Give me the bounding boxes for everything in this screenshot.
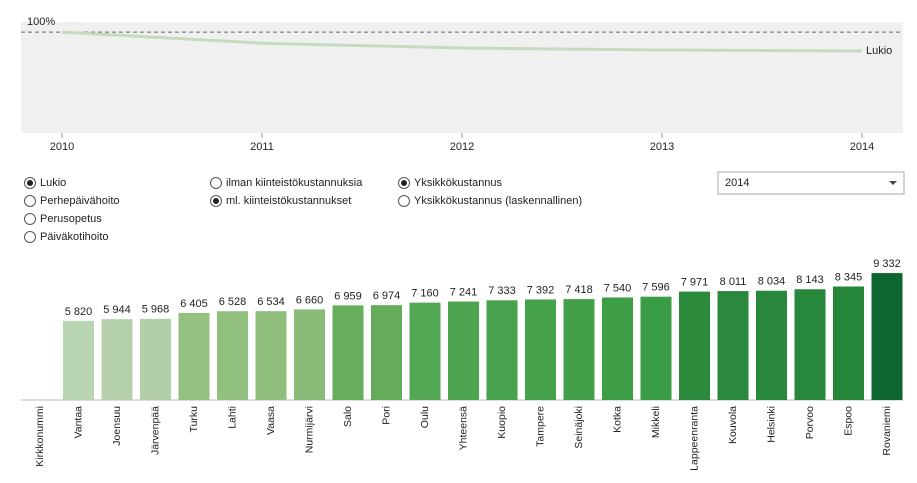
radio-dot [213, 198, 219, 204]
radio-label[interactable]: Yksikkökustannus [414, 177, 503, 189]
radio-dot [27, 180, 33, 186]
x-tick-label: Järvenpää [149, 406, 161, 455]
x-tick-label: Nurmijärvi [303, 406, 315, 453]
x-tick-label: Porvoo [804, 406, 816, 439]
x-tick-label: Seinäjoki [573, 406, 585, 449]
bar [409, 302, 441, 400]
x-tick-label: Lahti [226, 406, 238, 429]
value-label: 7 418 [565, 284, 593, 296]
x-tick-label: Salo [342, 406, 354, 427]
dropdown-arrow [889, 181, 897, 185]
value-label: 9 332 [873, 258, 901, 270]
radio[interactable] [398, 195, 410, 207]
x-tick-label: 2012 [450, 141, 474, 153]
plot-background [21, 22, 903, 133]
value-label: 6 405 [180, 298, 208, 310]
bar [255, 311, 287, 400]
bar [640, 296, 672, 400]
radio-label[interactable]: Perusopetus [40, 213, 102, 225]
x-tick-label: 2013 [650, 141, 674, 153]
bar [563, 299, 595, 400]
x-tick-label: Rovaniemi [881, 406, 893, 456]
x-tick-label: Kuopio [496, 406, 508, 439]
value-label: 8 011 [720, 276, 747, 288]
x-tick-label: Joensuu [111, 406, 123, 446]
line [61, 30, 863, 53]
radio-label[interactable]: ml. kiinteistökustannukset [226, 195, 351, 207]
x-tick-label: 2014 [850, 141, 874, 153]
radio-label[interactable]: Yksikkökustannus (laskennallinen) [414, 195, 582, 207]
radio-label[interactable]: ilman kiinteistökustannuksia [226, 177, 363, 189]
value-label: 7 596 [642, 282, 670, 294]
value-label: 7 392 [527, 284, 555, 296]
bar [486, 300, 518, 400]
bar [794, 289, 826, 400]
x-tick-label: Kirkkonummi [34, 406, 46, 467]
x-tick-label: Espoo [842, 406, 854, 436]
x-tick-label: Yhteensä [457, 406, 469, 451]
bar [756, 290, 787, 400]
line-label: Lukio [866, 45, 892, 57]
value-label: 8 034 [758, 276, 786, 288]
value-label: 6 959 [334, 290, 362, 302]
bar [717, 291, 749, 400]
dropdown[interactable] [717, 171, 905, 195]
value-label: 6 974 [373, 290, 401, 302]
x-tick-label: Vaasa [265, 406, 277, 435]
bar [63, 320, 94, 400]
radio[interactable] [24, 195, 36, 207]
x-tick-label: Vantaa [72, 406, 84, 439]
reference-label: 100% [27, 16, 55, 28]
x-tick-label: Turku [188, 406, 200, 433]
value-label: 6 660 [296, 294, 324, 306]
value-label: 7 241 [450, 286, 478, 298]
radio-label[interactable]: Lukio [40, 177, 66, 189]
radio[interactable] [24, 231, 36, 243]
bar [140, 318, 171, 400]
bar [679, 291, 710, 400]
x-tick-label: Helsinki [765, 406, 777, 443]
radio[interactable] [24, 213, 36, 225]
bar [101, 319, 133, 400]
x-tick-label: Oulu [419, 406, 431, 428]
value-label: 6 528 [219, 296, 247, 308]
bar [833, 286, 864, 400]
x-tick-label: Lappeenranta [688, 406, 700, 471]
bar [871, 273, 903, 400]
value-label: 6 534 [257, 296, 285, 308]
radio-label[interactable]: Perhepäivähoito [40, 195, 120, 207]
bar [332, 305, 364, 400]
x-tick-label: 2010 [50, 141, 74, 153]
dropdown-value[interactable]: 2014 [725, 177, 749, 189]
value-label: 7 971 [681, 277, 709, 289]
bar [602, 297, 633, 400]
x-tick-label: Kotka [611, 406, 623, 433]
radio-label[interactable]: Päiväkotihoito [40, 231, 109, 243]
value-label: 7 333 [488, 285, 516, 297]
value-label: 5 820 [65, 306, 93, 318]
value-label: 7 160 [411, 288, 439, 300]
radio[interactable] [210, 177, 222, 189]
bar [217, 311, 248, 400]
x-tick-label: Mikkeli [650, 406, 662, 438]
bar [448, 301, 479, 400]
value-label: 8 143 [796, 274, 824, 286]
radio-dot [401, 180, 407, 186]
bar [371, 305, 402, 400]
x-tick-label: Tampere [534, 406, 546, 447]
value-label: 7 540 [604, 282, 632, 294]
value-label: 5 944 [103, 304, 131, 316]
x-tick-label: Kouvola [727, 406, 739, 444]
bar [294, 309, 325, 400]
bar [178, 312, 210, 400]
bar [525, 299, 556, 400]
value-label: 8 345 [835, 271, 863, 283]
x-tick-label: 2011 [250, 141, 274, 153]
value-label: 5 968 [142, 304, 170, 316]
x-tick-label: Pori [380, 406, 392, 425]
